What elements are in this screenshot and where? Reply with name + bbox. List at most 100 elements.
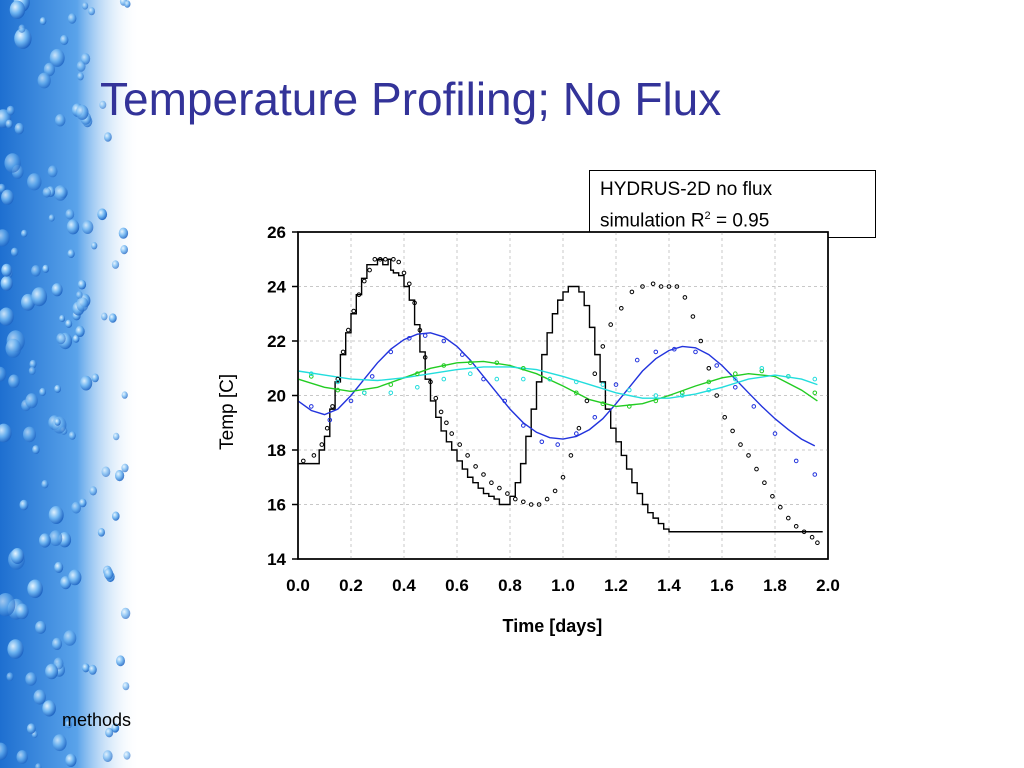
droplet — [111, 723, 120, 733]
observed-point — [415, 371, 420, 376]
observed-point — [759, 366, 765, 371]
droplet — [97, 208, 108, 221]
droplet — [6, 672, 14, 681]
droplet — [10, 247, 19, 257]
droplet — [89, 486, 97, 496]
observed-point — [793, 458, 799, 464]
x-tick-label: 0.6 — [445, 576, 469, 595]
droplet — [121, 463, 129, 473]
observed-point — [629, 289, 635, 295]
observed-point — [733, 385, 738, 390]
observed-point — [770, 494, 775, 499]
y-tick-label: 20 — [267, 387, 286, 406]
droplet — [25, 672, 37, 686]
droplet — [102, 750, 113, 762]
droplet — [52, 734, 67, 752]
observed-point — [634, 357, 640, 363]
droplet — [39, 17, 47, 26]
observed-point — [793, 524, 799, 529]
droplet — [29, 359, 37, 369]
droplet — [37, 72, 51, 89]
droplet — [124, 0, 131, 8]
observed-point — [574, 431, 579, 436]
observed-point — [521, 366, 526, 371]
observed-point — [812, 376, 818, 382]
decorative-droplet-strip — [0, 0, 140, 768]
observed-point — [528, 502, 534, 507]
observed-point — [468, 360, 473, 366]
droplet — [47, 165, 58, 178]
droplet — [82, 663, 90, 673]
observed-point — [396, 259, 401, 265]
droplet — [0, 593, 16, 617]
observed-point — [600, 344, 606, 349]
observed-point — [441, 376, 447, 382]
droplet — [39, 387, 46, 397]
droplet — [115, 470, 125, 482]
observed-point — [494, 376, 500, 382]
observed-point — [309, 374, 314, 379]
x-tick-label: 0.0 — [286, 576, 310, 595]
observed-point — [502, 398, 508, 404]
droplet — [23, 426, 36, 443]
observed-point — [658, 284, 664, 289]
observed-point — [417, 327, 423, 333]
observed-point — [682, 295, 688, 300]
droplet — [0, 229, 10, 247]
observed-point — [444, 420, 449, 426]
droplet — [27, 173, 42, 191]
y-tick-label: 14 — [267, 550, 286, 569]
droplet — [76, 60, 86, 72]
droplet — [75, 104, 89, 120]
droplet — [51, 637, 63, 651]
observed-point — [698, 338, 704, 344]
observed-point — [513, 496, 518, 502]
droplet — [91, 242, 98, 250]
observed-point — [706, 379, 712, 385]
observed-point — [433, 395, 439, 401]
droplet — [121, 391, 128, 399]
droplet — [0, 366, 7, 382]
droplet — [19, 499, 29, 511]
callout-r-superscript: 2 — [704, 210, 711, 222]
observed-point — [674, 284, 680, 289]
droplet — [8, 374, 20, 389]
observed-point — [351, 308, 356, 314]
observed-point — [812, 472, 818, 477]
slide-title: Temperature Profiling; No Flux — [100, 73, 722, 125]
droplet — [33, 689, 46, 705]
x-tick-label: 1.8 — [763, 576, 787, 595]
observed-point — [600, 382, 606, 387]
observed-point — [786, 374, 791, 379]
observed-point — [309, 371, 314, 376]
droplet — [122, 682, 130, 691]
droplet — [54, 561, 64, 573]
droplet — [42, 187, 51, 198]
x-tick-label: 2.0 — [816, 576, 840, 595]
droplet — [10, 548, 25, 564]
droplet — [18, 24, 26, 33]
observed-point — [521, 423, 526, 428]
observed-point — [706, 387, 712, 393]
x-tick-label: 0.2 — [339, 576, 363, 595]
observed-point — [680, 393, 685, 398]
observed-point — [608, 322, 614, 327]
observed-point — [555, 442, 561, 447]
droplet — [82, 2, 89, 10]
observed-point — [481, 376, 486, 382]
droplet — [120, 607, 131, 620]
observed-point — [751, 404, 757, 409]
droplet — [77, 72, 84, 81]
droplet — [0, 307, 14, 326]
x-tick-label: 1.4 — [657, 576, 681, 595]
observed-point — [457, 442, 462, 447]
series-line-1 — [297, 332, 816, 447]
observed-point — [640, 284, 645, 289]
droplet — [55, 114, 66, 127]
x-tick-label: 1.6 — [710, 576, 734, 595]
observed-point — [521, 499, 526, 505]
droplet — [25, 393, 38, 409]
observed-point — [536, 502, 542, 507]
droplet — [104, 132, 112, 142]
callout-line-1: HYDRUS-2D no flux — [600, 179, 773, 200]
